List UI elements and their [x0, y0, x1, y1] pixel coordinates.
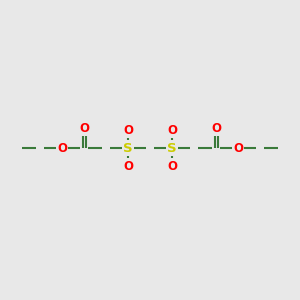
Text: O: O: [123, 160, 133, 172]
Text: O: O: [233, 142, 243, 154]
Text: O: O: [211, 122, 221, 134]
Text: O: O: [79, 122, 89, 134]
Text: O: O: [123, 124, 133, 136]
Text: O: O: [57, 142, 67, 154]
Text: S: S: [123, 142, 133, 154]
Text: O: O: [167, 124, 177, 136]
Text: O: O: [167, 160, 177, 172]
Text: S: S: [167, 142, 177, 154]
